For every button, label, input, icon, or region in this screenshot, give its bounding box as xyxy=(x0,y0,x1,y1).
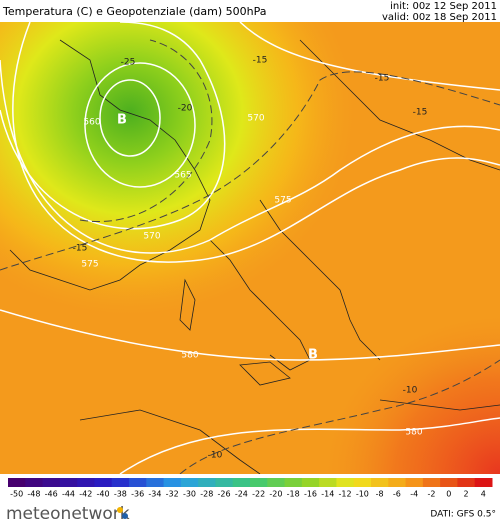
contour-label: -25 xyxy=(121,58,136,68)
colorbar-segment xyxy=(250,478,268,487)
isotherm-contours xyxy=(0,39,500,474)
colorbar-label: 0 xyxy=(446,490,451,499)
contour-label: 580 xyxy=(181,351,198,361)
colorbar-segment xyxy=(474,478,493,487)
colorbar-segment xyxy=(301,478,320,487)
contour-label: -10 xyxy=(208,451,223,461)
colorbar-segment xyxy=(215,478,234,487)
colorbar-label: 4 xyxy=(481,490,486,499)
map-title: Temperatura (C) e Geopotenziale (dam) 50… xyxy=(2,5,266,18)
coastlines xyxy=(9,39,500,474)
colorbar-label: 2 xyxy=(464,490,469,499)
colorbar-segment xyxy=(198,478,216,487)
colorbar-label: -46 xyxy=(45,490,58,499)
colorbar-segment xyxy=(457,478,476,487)
pressure-center: B xyxy=(308,348,318,363)
init-time: init: 00z 12 Sep 2011 xyxy=(390,1,497,12)
map-area: -15 -15 -15 -15 -20 -25 -10 -10 560 565 570 570 575 5… xyxy=(0,22,500,474)
data-source: DATI: GFS 0.5° xyxy=(430,510,496,520)
colorbar-label: -16 xyxy=(304,490,317,499)
contour-label: 575 xyxy=(274,196,291,206)
contour-label: -15 xyxy=(375,74,390,84)
colorbar-segment xyxy=(388,478,407,487)
contour-label: -10 xyxy=(403,386,418,396)
colorbar-segment xyxy=(371,478,389,487)
colorbar-segment xyxy=(267,478,286,487)
colorbar-segment xyxy=(25,478,44,487)
contour-label: -20 xyxy=(178,104,193,114)
colorbar-label: -30 xyxy=(183,490,196,499)
colorbar-label: -50 xyxy=(10,490,23,499)
colorbar-label: -18 xyxy=(287,490,300,499)
colorbar-segment xyxy=(59,478,78,487)
colorbar-segment xyxy=(77,478,95,487)
colorbar-segment xyxy=(353,478,372,487)
colorbar-label: -34 xyxy=(148,490,161,499)
colorbar-label: -10 xyxy=(356,490,369,499)
brand-dot xyxy=(122,513,128,519)
colorbar-label: -6 xyxy=(393,490,401,499)
contour-label: 565 xyxy=(174,171,191,181)
colorbar-segment xyxy=(232,478,251,487)
colorbar-segment xyxy=(405,478,424,487)
contour-label: 570 xyxy=(247,114,264,124)
contour-label: -15 xyxy=(413,108,428,118)
pressure-center: B xyxy=(117,113,127,128)
colorbar-segment xyxy=(146,478,165,487)
brand-dot xyxy=(117,507,123,513)
colorbar-label: -28 xyxy=(200,490,213,499)
colorbar-segment xyxy=(180,478,199,487)
colorbar-label: -42 xyxy=(79,490,92,499)
contour-label: 575 xyxy=(81,260,98,270)
colorbar-label: -14 xyxy=(321,490,334,499)
colorbar-label: -44 xyxy=(62,490,75,499)
colorbar-segment xyxy=(336,478,355,487)
colorbar-label: -8 xyxy=(376,490,384,499)
colorbar-segment xyxy=(129,478,147,487)
colorbar-segment xyxy=(163,478,182,487)
valid-time: valid: 00z 18 Sep 2011 xyxy=(382,12,497,23)
colorbar-segment xyxy=(111,478,130,487)
colorbar-segment xyxy=(42,478,61,487)
contour-label: 580 xyxy=(405,428,422,438)
colorbar-label: -22 xyxy=(252,490,265,499)
colorbar-label: -36 xyxy=(131,490,144,499)
contour-label: -15 xyxy=(73,244,88,254)
colorbar-label: -26 xyxy=(218,490,231,499)
colorbar-label: -32 xyxy=(166,490,179,499)
brand-name: meteonetwork xyxy=(6,504,130,524)
colorbar-label: -2 xyxy=(428,490,436,499)
geopotential-contours xyxy=(0,22,500,474)
colorbar-label: -38 xyxy=(114,490,127,499)
colorbar-label: -20 xyxy=(269,490,282,499)
contour-label: -15 xyxy=(253,56,268,66)
colorbar-segment xyxy=(319,478,337,487)
colorbar-label: -24 xyxy=(235,490,248,499)
contour-label: 560 xyxy=(83,118,100,128)
colorbar-label: -12 xyxy=(339,490,352,499)
colorbar-segment xyxy=(284,478,303,487)
colorbar-segment xyxy=(94,478,113,487)
cold-field xyxy=(0,22,500,474)
colorbar-label: -40 xyxy=(97,490,110,499)
colorbar-segment xyxy=(8,478,26,487)
colorbar-label: -48 xyxy=(27,490,40,499)
colorbar-segment xyxy=(440,478,458,487)
colorbar-segment xyxy=(422,478,441,487)
contour-label: 570 xyxy=(143,232,160,242)
colorbar-label: -4 xyxy=(410,490,418,499)
